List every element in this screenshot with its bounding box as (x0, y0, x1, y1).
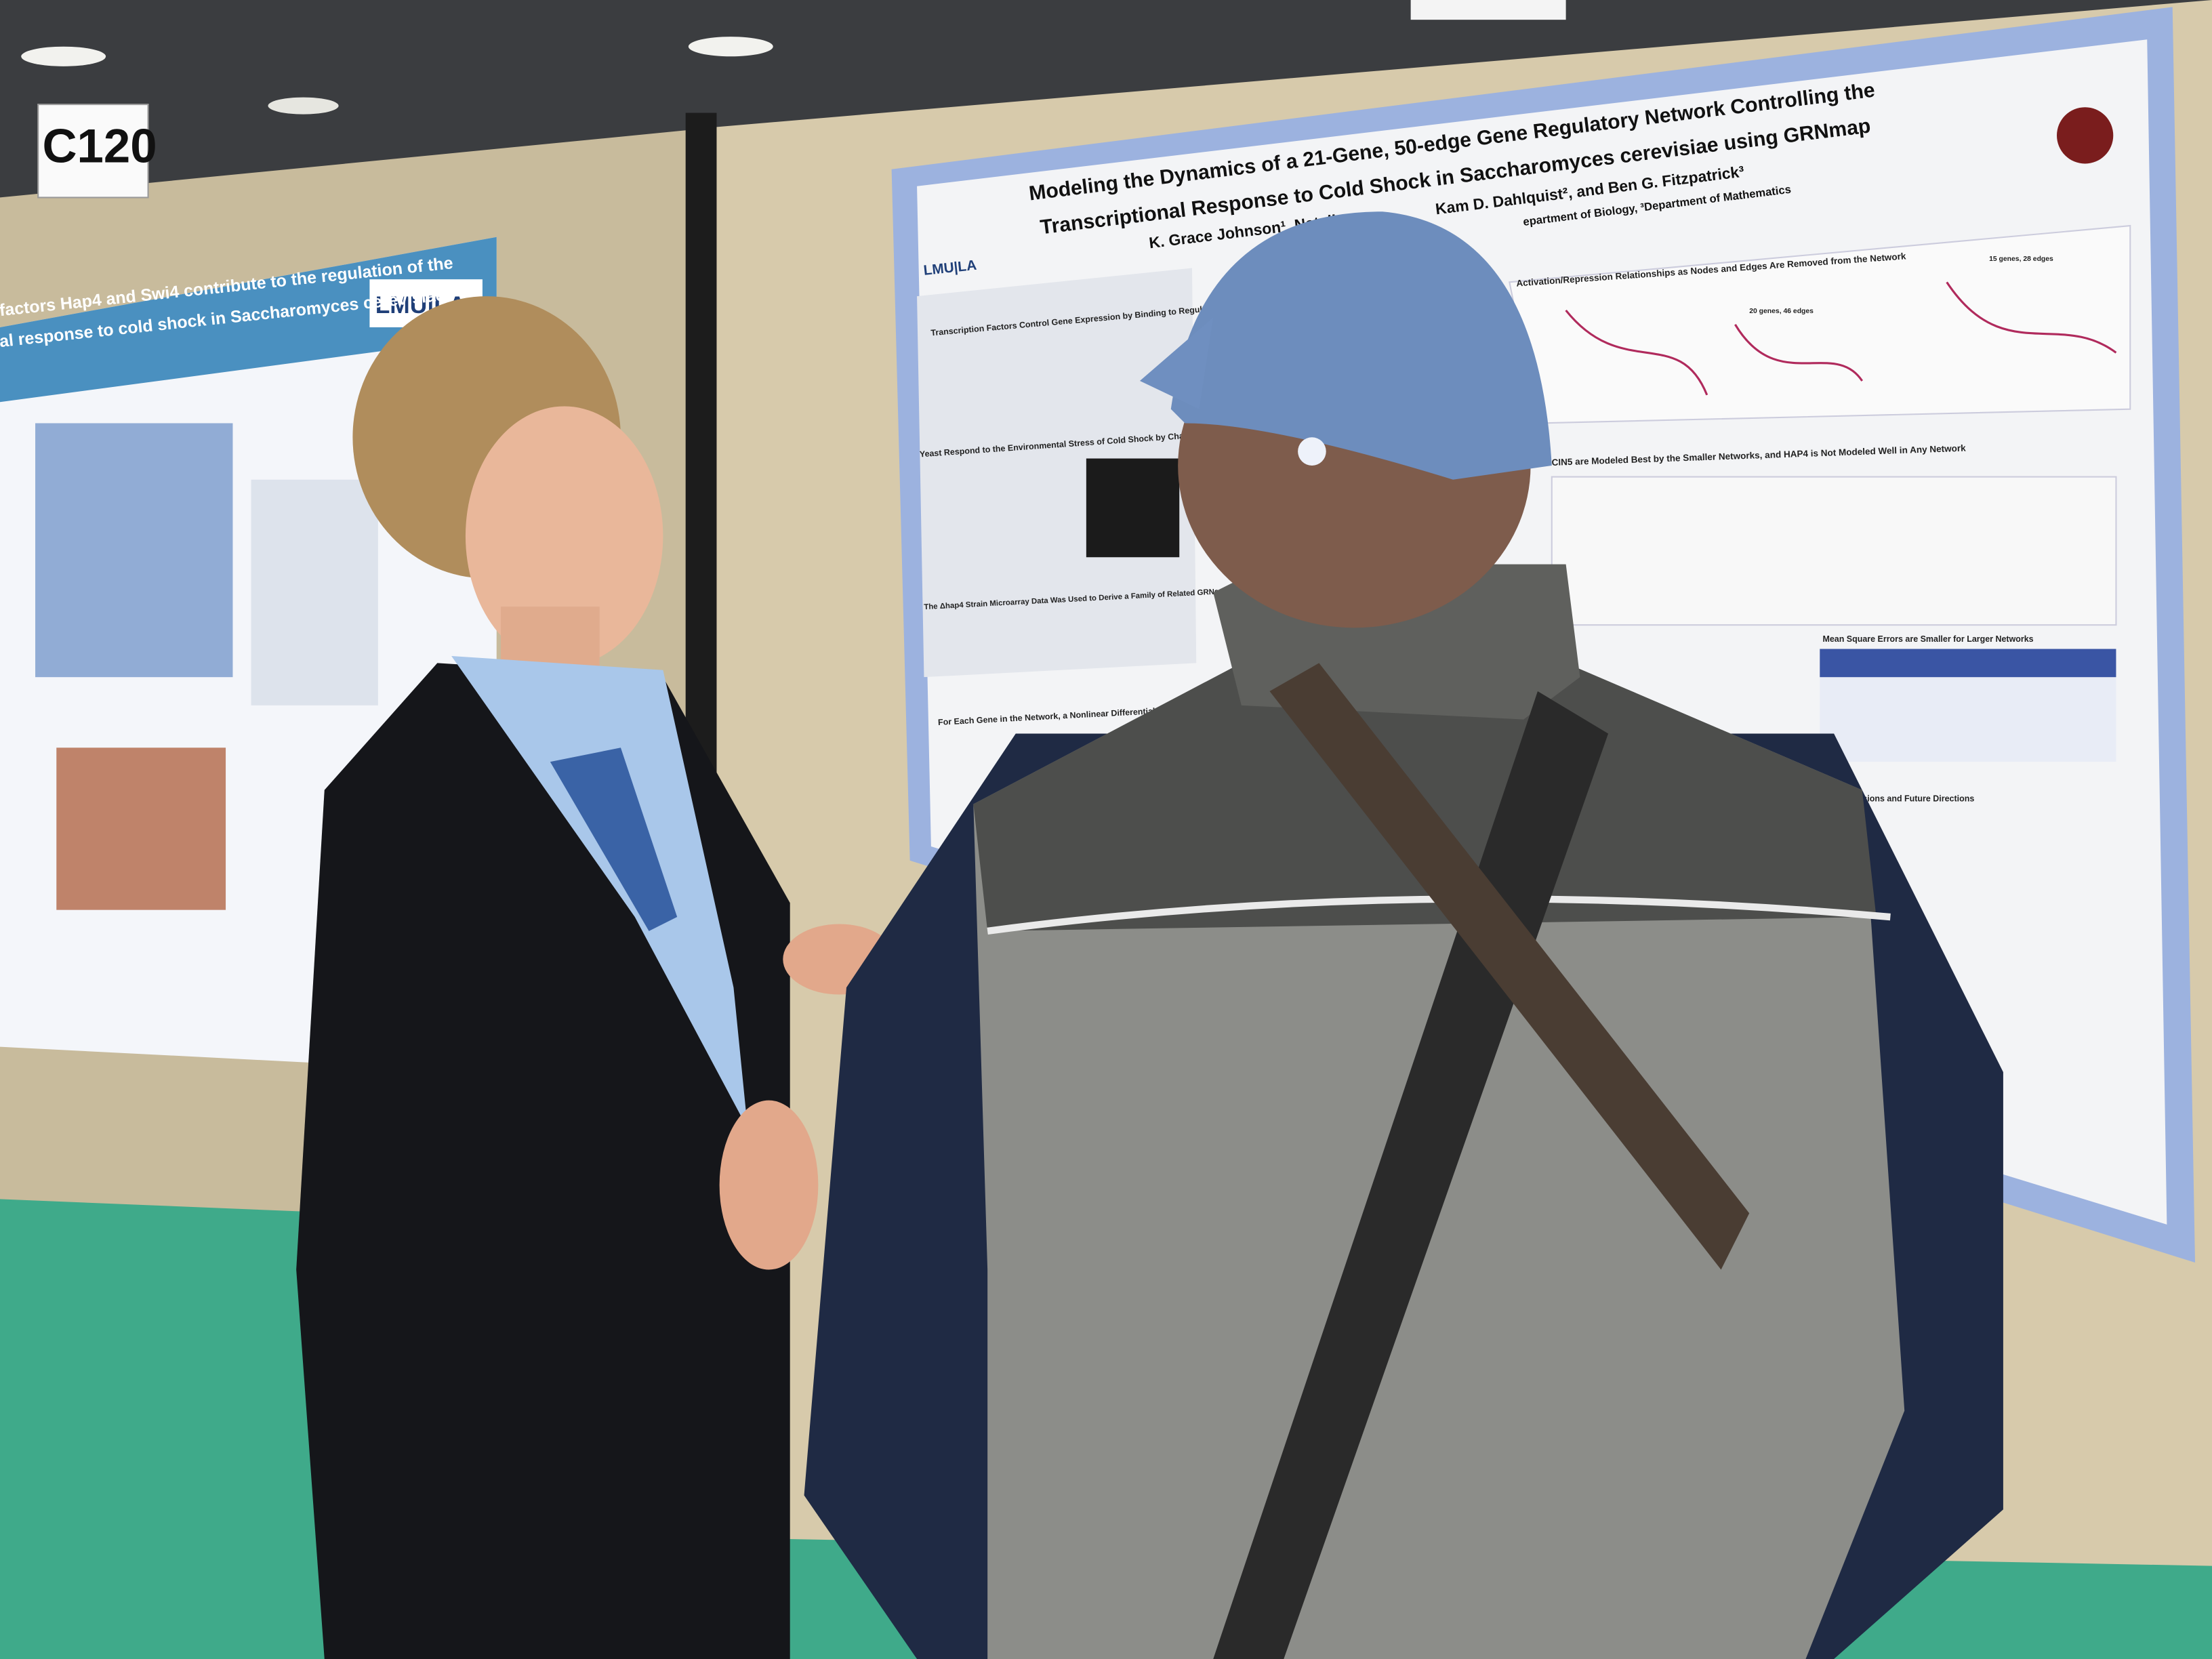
poster-figure (56, 747, 226, 910)
sign (1410, 0, 1566, 20)
ceiling-light (688, 37, 773, 57)
microarray-image (1086, 458, 1180, 558)
booth-sign (37, 104, 149, 199)
network-label: 20 genes, 46 edges (1749, 308, 1814, 315)
cap (1170, 211, 1552, 480)
section-heading: Conclusions and Future Directions (1834, 794, 1974, 803)
poster-chart (251, 479, 378, 705)
poster-column (917, 268, 1197, 678)
vest-piping (987, 895, 1891, 935)
poster-table (35, 423, 233, 678)
ceiling-light (21, 46, 106, 66)
shirt-shadow (550, 747, 678, 931)
section-heading: Mean Square Errors are Smaller for Large… (1822, 634, 2033, 644)
cap-brim (1139, 317, 1214, 409)
seal (2057, 107, 2114, 164)
vest-top (973, 663, 1877, 931)
poster-header (0, 237, 497, 403)
bag-strap (1269, 663, 1750, 1270)
model-plots (1551, 476, 2117, 626)
network-edges (1565, 281, 2117, 396)
shirt (451, 655, 748, 1129)
ceiling-light (268, 97, 339, 115)
face (465, 406, 663, 666)
booth-number: C120 (42, 119, 157, 172)
blazer (296, 663, 790, 1659)
mse-table-header (1820, 649, 2116, 678)
hand (719, 1100, 819, 1270)
cap-logo (1298, 437, 1326, 466)
network-label: 15 genes, 28 edges (1989, 255, 2053, 263)
